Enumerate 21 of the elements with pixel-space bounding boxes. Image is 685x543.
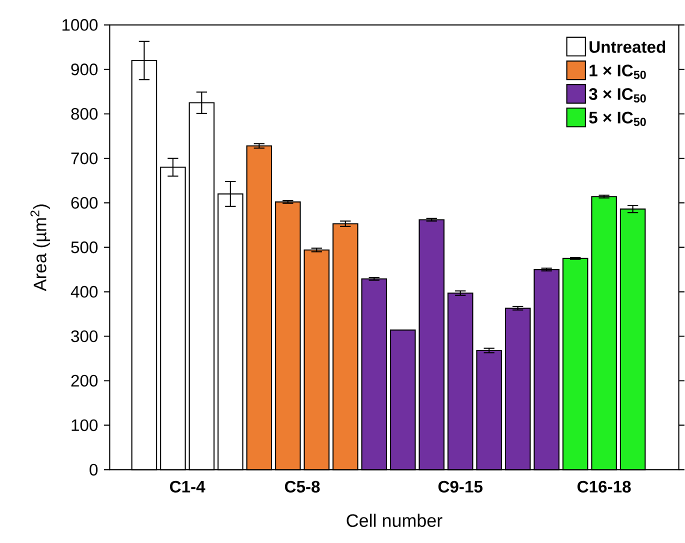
y-tick-label: 0 xyxy=(90,464,98,476)
text: C9-15 xyxy=(438,480,483,492)
y-tick-label: 800 xyxy=(71,108,98,120)
y-tick-label: 900 xyxy=(71,63,98,76)
y-axis-title: Area (µm$^{2}$) xyxy=(30,204,50,291)
y-tick-label: 600 xyxy=(71,196,98,208)
text: C16-18 xyxy=(577,480,631,492)
y-tick-label: 200 xyxy=(71,374,98,386)
text: C1-4 xyxy=(170,480,206,492)
legend-label: 1 × IC$_{50}$ xyxy=(590,64,646,79)
legend-label: 5 × IC$_{50}$ xyxy=(589,111,646,126)
text: C5-8 xyxy=(284,480,320,492)
y-tick-label: 1000 xyxy=(62,18,98,31)
x-axis-title: Cell number xyxy=(346,514,442,527)
y-tick-label: 300 xyxy=(71,330,98,342)
y-tick-label: 700 xyxy=(71,152,98,164)
legend-label: Untreated xyxy=(590,40,666,53)
y-tick-label: 100 xyxy=(72,419,98,431)
y-tick-label: 500 xyxy=(71,241,98,253)
y-tick-label: 400 xyxy=(70,286,98,298)
legend-label: 3 × IC$_{50}$ xyxy=(588,88,646,102)
